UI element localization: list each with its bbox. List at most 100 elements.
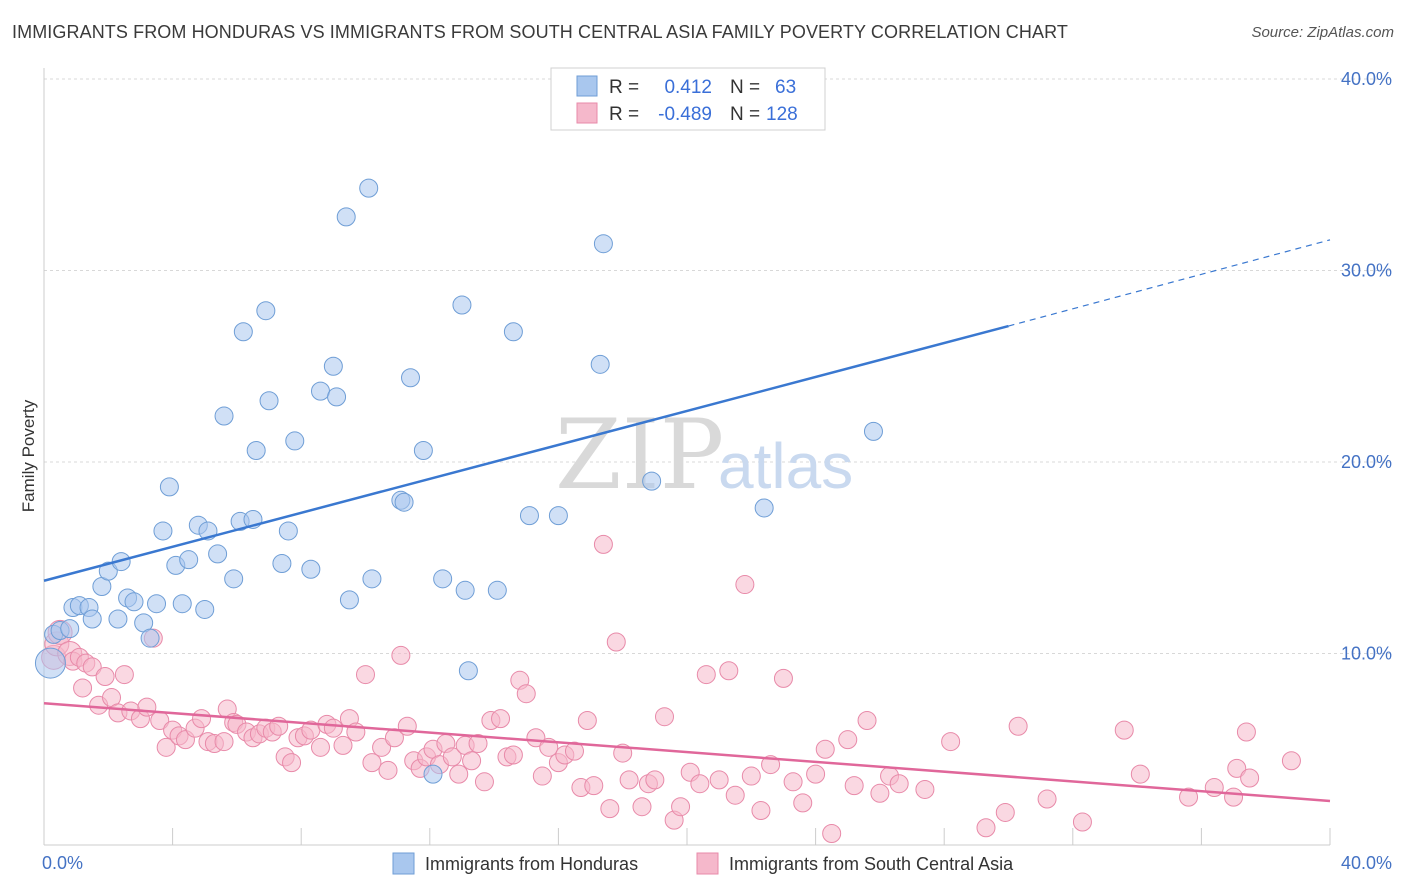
data-point [214, 406, 234, 426]
series-honduras [34, 178, 883, 784]
data-point [339, 590, 359, 610]
data-point [1227, 758, 1247, 778]
data-point [282, 753, 302, 773]
trend-line-blue [43, 324, 1009, 582]
legend-swatch-pink [576, 102, 598, 124]
data-point [285, 431, 305, 451]
trend-line-extension-blue [1008, 239, 1331, 327]
y-tick-label-40: 40.0% [1341, 69, 1392, 89]
data-point [449, 764, 469, 784]
data-point [645, 770, 665, 790]
data-point [725, 785, 745, 805]
data-point [487, 580, 507, 600]
data-point [863, 421, 883, 441]
data-point [172, 594, 192, 614]
data-point [491, 709, 511, 729]
data-point [822, 824, 842, 844]
data-point [642, 471, 662, 491]
series-legend: Immigrants from Honduras Immigrants from… [392, 852, 1014, 875]
data-point [401, 368, 421, 388]
data-point [333, 735, 353, 755]
legend-r-label-2: R = [609, 104, 639, 125]
data-point [741, 766, 761, 786]
data-point [82, 609, 102, 629]
data-point [889, 774, 909, 794]
source-label: Source: ZipAtlas.com [1251, 24, 1394, 41]
data-point [256, 301, 276, 321]
data-point [413, 441, 433, 461]
data-point [378, 760, 398, 780]
data-point [362, 569, 382, 589]
data-point [433, 569, 453, 589]
data-point [73, 678, 93, 698]
data-point [140, 628, 160, 648]
data-point [224, 569, 244, 589]
legend-r-value-1: 0.412 [664, 77, 712, 98]
data-point [632, 797, 652, 817]
chart-title: IMMIGRANTS FROM HONDURAS VS IMMIGRANTS F… [12, 22, 1068, 42]
legend-r-value-2: -0.489 [658, 104, 712, 125]
legend-n-label-2: N = [730, 104, 760, 125]
trend-lines [43, 239, 1331, 803]
data-point [503, 322, 523, 342]
data-point [815, 739, 835, 759]
data-point [526, 728, 546, 748]
data-point [1114, 720, 1134, 740]
data-point [564, 741, 584, 761]
data-point [735, 575, 755, 595]
data-point [310, 381, 330, 401]
data-point [34, 647, 66, 679]
data-point [301, 559, 321, 579]
legend-n-value-1: 63 [775, 77, 796, 98]
data-point [214, 732, 234, 752]
data-point [995, 802, 1015, 822]
data-point [870, 783, 890, 803]
data-point [98, 561, 118, 581]
data-point [783, 772, 803, 792]
data-point [179, 550, 199, 570]
data-point [153, 521, 173, 541]
data-point [95, 666, 115, 686]
data-point [844, 776, 864, 796]
data-point [468, 734, 488, 754]
data-point [208, 544, 228, 564]
grid-lines [44, 78, 1392, 654]
data-point [137, 697, 157, 717]
y-axis-label: Family Poverty [19, 399, 38, 512]
watermark-atlas: atlas [718, 430, 853, 502]
data-point [532, 766, 552, 786]
legend-n-value-2: 128 [766, 104, 798, 125]
data-point [356, 665, 375, 685]
data-point [1008, 716, 1028, 736]
data-point [671, 797, 691, 817]
bottom-legend-label-honduras: Immigrants from Honduras [425, 854, 638, 874]
data-point [548, 506, 568, 526]
data-point [362, 753, 382, 773]
data-point [233, 322, 253, 342]
data-point [147, 594, 167, 614]
bottom-legend-label-south-central-asia: Immigrants from South Central Asia [729, 854, 1014, 874]
correlation-legend: R = 0.412 N = 63 R = -0.489 N = 128 [550, 67, 826, 131]
data-point [462, 751, 482, 771]
data-point [1240, 768, 1260, 788]
data-point [1224, 787, 1244, 807]
data-point [259, 391, 279, 411]
data-point [593, 234, 613, 254]
data-point [838, 730, 858, 750]
data-point [619, 770, 639, 790]
data-point [577, 711, 597, 731]
data-point [452, 295, 472, 315]
data-point [60, 619, 80, 639]
data-point [323, 356, 343, 376]
data-point [690, 774, 710, 794]
data-point [806, 764, 826, 784]
data-point [82, 657, 102, 677]
data-point [761, 755, 781, 775]
data-point [593, 534, 613, 554]
data-point [584, 776, 604, 796]
data-point [114, 665, 134, 685]
data-point [793, 793, 813, 813]
data-point [754, 498, 774, 518]
data-point [751, 801, 771, 821]
